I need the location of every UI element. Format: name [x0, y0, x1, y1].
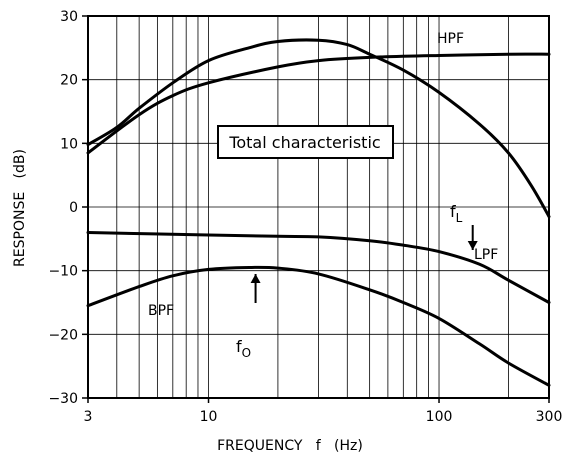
- lpf-label: LPF: [474, 247, 498, 263]
- total-characteristic-label-box: Total characteristic: [217, 125, 394, 159]
- fo-label: fO: [236, 337, 251, 360]
- series-line-hpf: [86, 52, 551, 155]
- series-line-total-characteristic: [86, 38, 551, 219]
- cutoff-frequency-fl-marker: fL: [450, 202, 478, 250]
- center-frequency-fo-marker: fO: [236, 274, 261, 360]
- total-characteristic-label: Total characteristic: [228, 133, 380, 152]
- bpf-label: BPF: [148, 303, 174, 319]
- series-line-bpf: [86, 265, 551, 387]
- x-tick-label: 300: [536, 409, 563, 425]
- series-line-lpf: [86, 231, 551, 304]
- y-axis-title: RESPONSE (dB): [12, 149, 28, 267]
- y-tick-label: 20: [60, 73, 78, 89]
- fl-arrow-head: [467, 241, 478, 250]
- y-tick-label: −10: [48, 264, 78, 280]
- y-tick-label: 10: [60, 136, 78, 152]
- fo-arrow-head: [250, 274, 261, 283]
- grid-lines: [88, 16, 549, 398]
- x-tick-label: 3: [84, 409, 93, 425]
- y-tick-label: 30: [60, 9, 78, 25]
- response-curves: [86, 38, 551, 387]
- y-tick-label: 0: [69, 200, 78, 216]
- hpf-label: HPF: [437, 31, 464, 47]
- y-tick-label: −20: [48, 327, 78, 343]
- y-tick-label: −30: [48, 391, 78, 407]
- x-tick-label: 100: [426, 409, 453, 425]
- x-tick-label: 10: [200, 409, 218, 425]
- fl-label: fL: [450, 202, 463, 225]
- x-axis-title: FREQUENCY f (Hz): [217, 438, 363, 454]
